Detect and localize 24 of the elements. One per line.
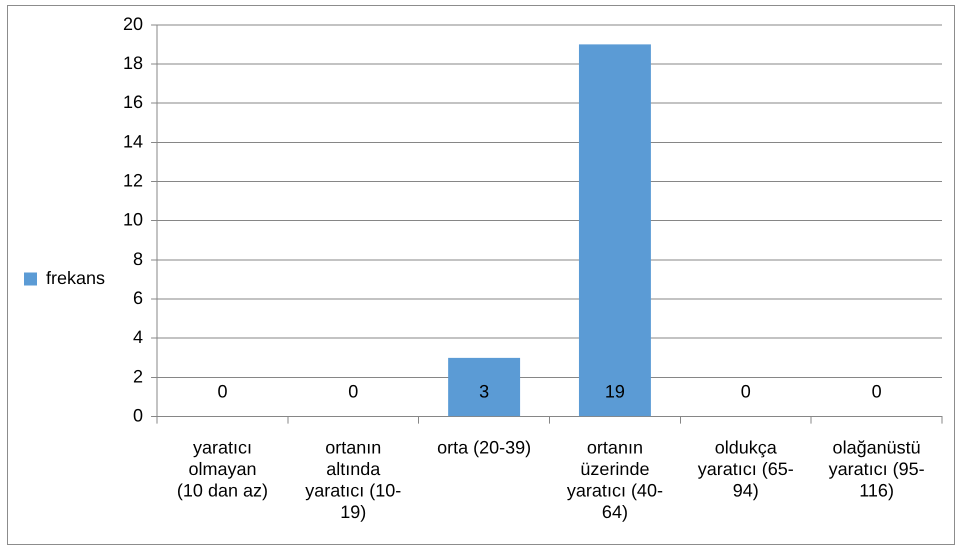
y-tick-label: 18 — [123, 52, 144, 73]
x-tick-label: oldukça yaratıcı (65-94) — [698, 437, 794, 501]
y-tick-label: 12 — [123, 170, 144, 190]
y-tick-label: 0 — [133, 406, 144, 426]
y-tick-label: 20 — [123, 14, 144, 34]
y-tick-label: 10 — [123, 210, 144, 230]
x-tick-label: ortanın üzerinde yaratıcı (40-64) — [566, 437, 663, 522]
y-tick-label: 2 — [133, 366, 144, 386]
data-label: 0 — [872, 382, 882, 402]
y-tick-label: 4 — [133, 327, 144, 348]
y-tick-label: 6 — [133, 288, 144, 308]
x-tick-label: orta (20-39) — [437, 437, 532, 458]
y-tick-label: 8 — [133, 248, 144, 269]
x-tick-label: ortanın altında yaratıcı (10-19) — [305, 437, 402, 522]
x-tick-label: yaratıcı olmayan (10 dan az) — [176, 437, 268, 501]
y-tick-label: 16 — [123, 92, 144, 112]
data-label: 0 — [740, 382, 751, 402]
data-label: 0 — [217, 382, 228, 402]
legend-label: frekans — [46, 268, 106, 288]
data-label: 19 — [604, 382, 625, 402]
data-label: 3 — [479, 382, 490, 402]
x-tick-label: olağanüstü yaratıcı (95-116) — [828, 437, 925, 501]
data-label: 0 — [348, 382, 358, 402]
y-tick-label: 14 — [123, 131, 144, 152]
